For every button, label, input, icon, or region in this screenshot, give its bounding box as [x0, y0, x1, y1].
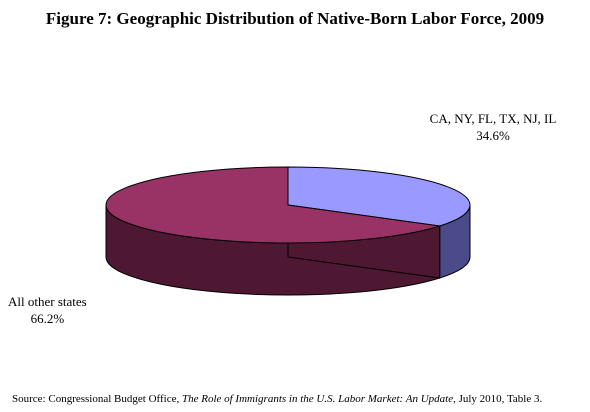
slice-name-top-states: CA, NY, FL, TX, NJ, IL [429, 111, 557, 126]
chart-source: Source: Congressional Budget Office, The… [12, 393, 542, 405]
source-suffix: July 2010, Table 3. [455, 393, 543, 405]
slice-label-other-states: All other states 66.2% [8, 293, 87, 327]
slice-value-other-states: 66.2% [30, 311, 65, 326]
slice-name-other-states: All other states [8, 294, 87, 309]
slice-label-top-states: CA, NY, FL, TX, NJ, IL 34.6% [418, 110, 568, 144]
chart-title: Figure 7: Geographic Distribution of Nat… [45, 9, 545, 28]
slice-value-top-states: 34.6% [476, 128, 510, 143]
source-prefix: Source: Congressional Budget Office, [12, 393, 182, 405]
pie-slice-1 [105, 166, 440, 244]
source-publication: The Role of Immigrants in the U.S. Labor… [181, 393, 456, 405]
